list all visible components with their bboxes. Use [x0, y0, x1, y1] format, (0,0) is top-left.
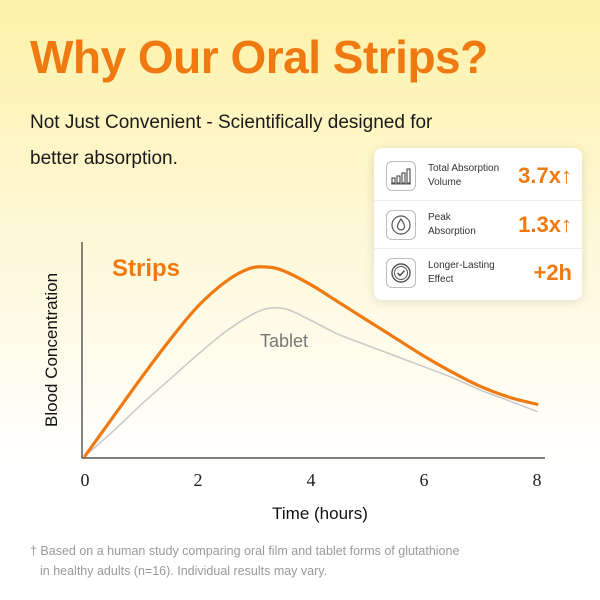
stat-label-line-2: Volume: [428, 177, 462, 188]
stat-peak-absorption: Peak Absorption 1.3x↑: [374, 200, 582, 248]
y-axis-label: Blood Concentration: [42, 273, 61, 427]
footnote-line-2: in healthy adults (n=16). Individual res…: [40, 564, 328, 578]
stat-label-line-2: Absorption: [428, 225, 476, 237]
x-tick-label: 6: [420, 470, 429, 490]
concentration-chart: Blood Concentration Time (hours) 0 2 4 6 8 S…: [42, 242, 545, 523]
x-axis-label: Time (hours): [272, 504, 368, 523]
stat-label: Longer-Lasting Effect: [428, 259, 518, 287]
footnote-line-1: † Based on a human study comparing oral …: [30, 544, 460, 558]
stat-value: 3.7x↑: [518, 163, 572, 188]
subtitle-line-1: Not Just Convenient - Scientifically des…: [30, 112, 433, 133]
series-label-tablet: Tablet: [260, 331, 308, 351]
x-tick-label: 0: [81, 470, 90, 490]
stat-label: Peak Absorption: [428, 211, 518, 239]
page-title: Why Our Oral Strips?: [30, 31, 488, 83]
x-tick-label: 4: [307, 470, 316, 490]
stat-value: 1.3x↑: [518, 211, 572, 237]
check-circle-icon: [386, 257, 416, 288]
stat-longer-lasting: Longer-Lasting Effect +2h: [374, 248, 582, 296]
stat-label-line-1: Peak: [428, 211, 451, 223]
droplet-icon: [386, 209, 416, 240]
series-label-strips: Strips: [112, 255, 180, 282]
chart-axes: [81, 242, 545, 459]
x-tick-label: 8: [533, 470, 542, 490]
subtitle-line-2: better absorption.: [30, 148, 178, 169]
stat-label-line-1: Total Absorption: [428, 163, 500, 174]
x-tick-label: 2: [194, 470, 203, 490]
stat-label-line-1: Longer-Lasting: [428, 259, 495, 271]
footnote: † Based on a human study comparing oral …: [30, 541, 459, 581]
series-line-strips: [83, 265, 539, 458]
stat-value: +2h: [533, 259, 572, 285]
series-line-tablet: [84, 306, 538, 457]
stat-total-absorption: Total Absorption Volume 3.7x↑: [374, 152, 582, 200]
stat-label: Total Absorption Volume: [428, 162, 518, 190]
stats-card: Total Absorption Volume 3.7x↑ Peak Absor…: [374, 148, 582, 300]
bar-chart-icon: [386, 161, 416, 191]
stat-label-line-2: Effect: [428, 273, 454, 285]
